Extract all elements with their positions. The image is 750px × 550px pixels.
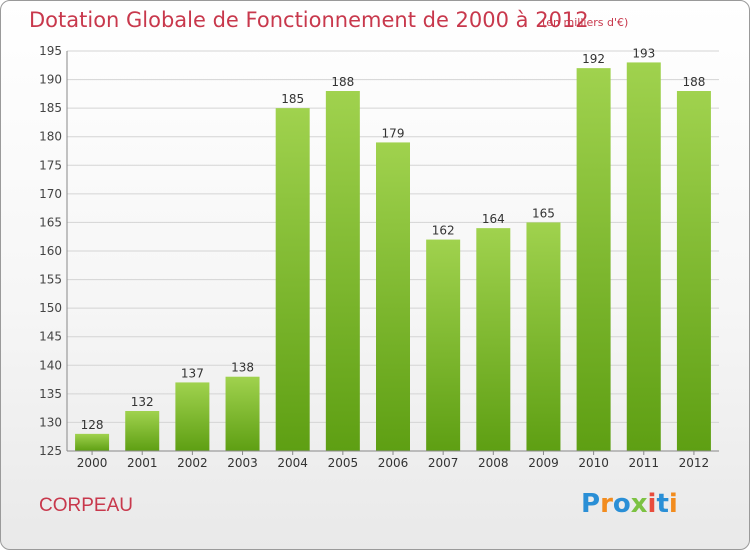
x-tick-label: 2011 — [628, 456, 659, 470]
y-tick-label: 170 — [39, 187, 62, 201]
data-label: 188 — [682, 75, 705, 89]
x-tick-label: 2006 — [378, 456, 409, 470]
logo-letter: r — [600, 489, 613, 519]
x-tick-label: 2009 — [528, 456, 559, 470]
x-tick-label: 2007 — [428, 456, 459, 470]
data-label: 193 — [632, 46, 655, 60]
y-tick-label: 155 — [39, 273, 62, 287]
y-tick-label: 150 — [39, 301, 62, 315]
logo-letter: o — [612, 489, 631, 519]
chart-title: Dotation Globale de Fonctionnement de 20… — [29, 8, 589, 32]
bar — [476, 228, 511, 451]
y-tick-label: 195 — [39, 44, 62, 58]
bar — [576, 68, 611, 452]
logo-letter: P — [581, 489, 601, 519]
y-tick-label: 180 — [39, 130, 62, 144]
data-label: 128 — [81, 418, 104, 432]
x-tick-label: 2004 — [277, 456, 308, 470]
bar — [626, 62, 661, 452]
y-tick-label: 130 — [39, 415, 62, 429]
x-tick-label: 2010 — [578, 456, 609, 470]
chart-subtitle: (en milliers d'€) — [542, 16, 629, 29]
y-tick-label: 185 — [39, 101, 62, 115]
y-tick-label: 160 — [39, 244, 62, 258]
x-tick-label: 2003 — [227, 456, 258, 470]
bar — [75, 433, 110, 451]
data-label: 164 — [482, 212, 505, 226]
bar — [325, 91, 360, 451]
data-label: 162 — [432, 224, 455, 238]
x-tick-label: 2000 — [77, 456, 108, 470]
data-label: 179 — [382, 126, 405, 140]
bar — [526, 222, 561, 451]
bar — [225, 376, 260, 451]
bar — [125, 411, 160, 451]
x-tick-label: 2002 — [177, 456, 208, 470]
commune-name: CORPEAU — [39, 495, 133, 516]
bar — [376, 142, 410, 451]
x-tick-label: 2012 — [679, 456, 710, 470]
data-label: 188 — [331, 75, 354, 89]
proxiti-logo[interactable]: Proxiti — [581, 489, 678, 519]
bar — [175, 382, 210, 451]
bar — [275, 108, 310, 452]
y-tick-label: 175 — [39, 158, 62, 172]
data-label: 137 — [181, 366, 204, 380]
logo-letter: i — [647, 489, 657, 519]
y-tick-label: 145 — [39, 330, 62, 344]
data-label: 185 — [281, 92, 304, 106]
bar — [676, 91, 711, 451]
data-label: 132 — [131, 395, 154, 409]
bars: 128 132 137 138 185 188 179 162 164 165 192 193 188 — [75, 46, 711, 452]
y-tick-label: 140 — [39, 358, 62, 372]
data-label: 165 — [532, 206, 555, 220]
y-tick-label: 165 — [39, 215, 62, 229]
logo-letter: t — [656, 489, 669, 519]
y-tick-label: 190 — [39, 73, 62, 87]
logo-letter: i — [668, 489, 678, 519]
x-tick-label: 2008 — [478, 456, 509, 470]
y-tick-label: 135 — [39, 387, 62, 401]
y-tick-label: 125 — [39, 444, 62, 458]
axes: 1251301351401451501551601651701751801851… — [39, 44, 719, 470]
logo-letter: x — [630, 489, 648, 519]
data-label: 192 — [582, 52, 605, 66]
x-tick-label: 2001 — [127, 456, 158, 470]
data-label: 138 — [231, 361, 254, 375]
x-tick-label: 2005 — [328, 456, 359, 470]
bar — [426, 239, 461, 451]
